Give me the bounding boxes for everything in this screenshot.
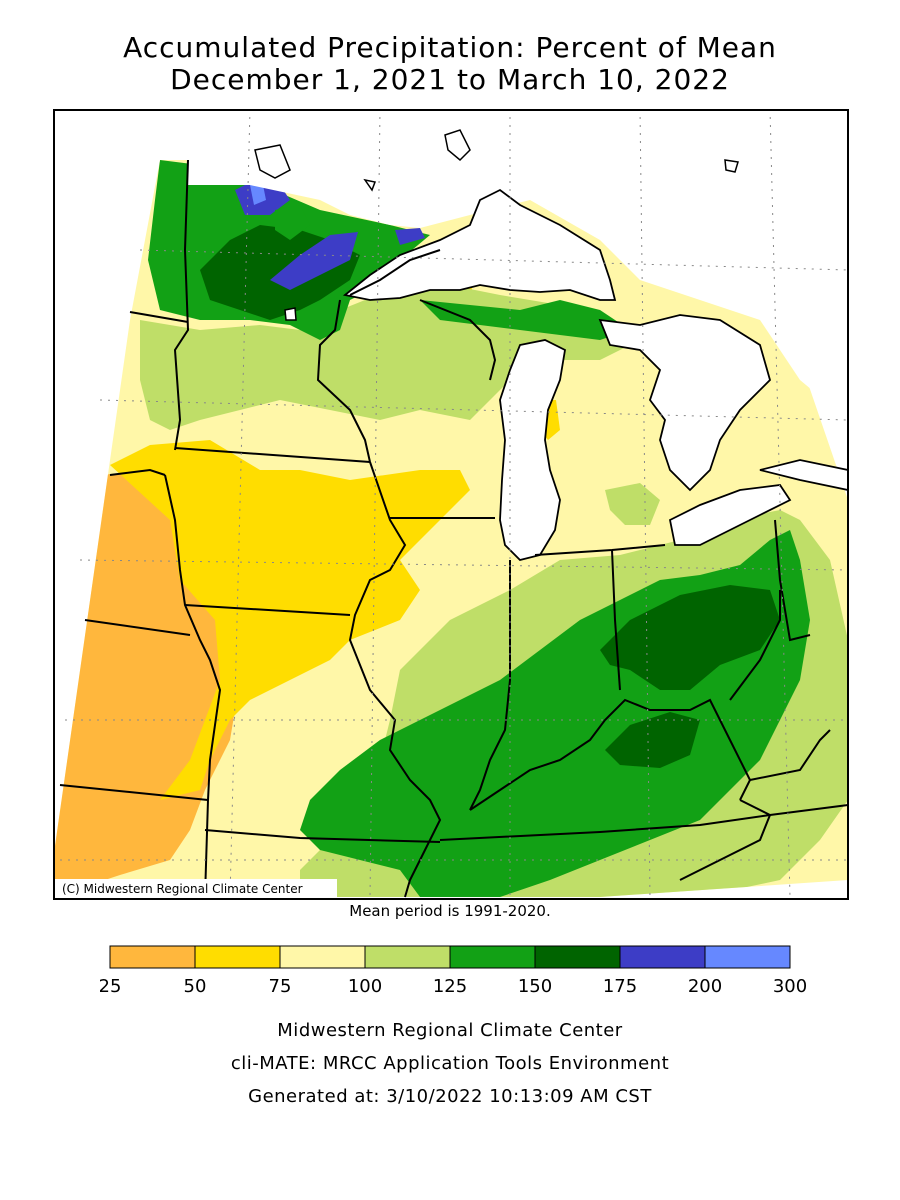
- map-title-line2: December 1, 2021 to March 10, 2022: [170, 63, 730, 96]
- legend-tick-label: 175: [603, 976, 637, 997]
- legend-tick-label: 100: [348, 976, 382, 997]
- zone-175-200-shore: [395, 228, 425, 245]
- islands: [254, 129, 739, 321]
- zone-50-75-ia: [290, 480, 370, 520]
- legend-tick-label: 25: [100, 976, 121, 997]
- legend-swatch-175-200: [619, 945, 706, 969]
- precipitation-map: (C) Midwestern Regional Climate Center: [53, 109, 849, 900]
- zone-100-125-mi-east: [605, 483, 660, 525]
- zone-125-150-up: [420, 300, 630, 340]
- legend-swatch-100-125: [364, 945, 451, 969]
- zone-150-175-ohio: [600, 585, 780, 690]
- zone-175-200-mn: [270, 232, 358, 290]
- legend-swatch-25-50: [109, 945, 196, 969]
- legend-swatch-200-300: [704, 945, 791, 969]
- copyright-box: (C) Midwestern Regional Climate Center: [55, 879, 337, 897]
- legend-tick-label: 50: [184, 976, 207, 997]
- canada-blank: [53, 109, 848, 420]
- footer-tool: cli-MATE: MRCC Application Tools Environ…: [230, 1053, 670, 1074]
- state-borders: [59, 159, 849, 898]
- map-title-line1: Accumulated Precipitation: Percent of Me…: [123, 31, 777, 64]
- legend-swatch-125-150: [449, 945, 536, 969]
- mean-period-note: Mean period is 1991-2020.: [349, 902, 551, 920]
- legend-tick-label: 75: [269, 976, 292, 997]
- graticule: [60, 109, 849, 898]
- footer-generated: Generated at: 3/10/2022 10:13:09 AM CST: [248, 1086, 652, 1107]
- legend-swatch-150-175: [534, 945, 621, 969]
- legend-tick-label: 200: [688, 976, 722, 997]
- color-legend: 25 50 75 100 125 150 175 200 300: [100, 945, 807, 997]
- legend-swatch-75-100: [279, 945, 366, 969]
- zone-150-175-ky: [605, 712, 700, 768]
- copyright-text: (C) Midwestern Regional Climate Center: [62, 882, 303, 896]
- lake-erie: [668, 484, 792, 546]
- legend-swatch-50-75: [194, 945, 281, 969]
- footer-org: Midwestern Regional Climate Center: [277, 1020, 623, 1041]
- lake-michigan: [499, 339, 566, 561]
- legend-tick-label: 125: [433, 976, 467, 997]
- lake-superior: [342, 188, 617, 301]
- zone-50-75-west: [110, 440, 470, 800]
- zone-125-150-mn-light: [275, 205, 310, 240]
- lake-huron: [598, 314, 772, 492]
- legend-tick-label: 300: [773, 976, 807, 997]
- legend-tick-label: 150: [518, 976, 552, 997]
